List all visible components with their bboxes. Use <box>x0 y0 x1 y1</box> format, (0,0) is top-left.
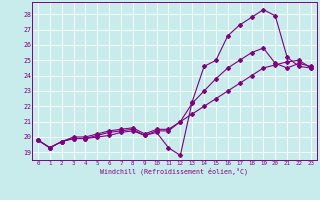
X-axis label: Windchill (Refroidissement éolien,°C): Windchill (Refroidissement éolien,°C) <box>100 167 248 175</box>
